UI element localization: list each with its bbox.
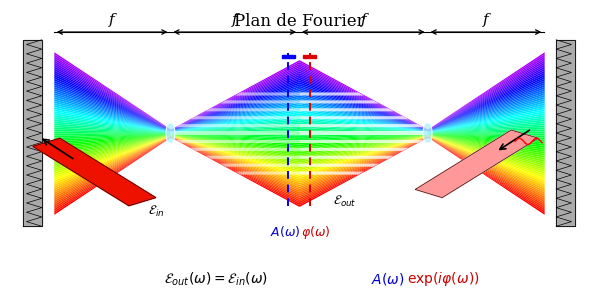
Text: $\mathcal{E}_{out}(\omega) = \mathcal{E}_{in}(\omega)$: $\mathcal{E}_{out}(\omega) = \mathcal{E}…	[164, 271, 269, 288]
Polygon shape	[556, 40, 575, 226]
Text: $\mathrm{exp}(i\varphi(\omega))$: $\mathrm{exp}(i\varphi(\omega))$	[407, 270, 479, 288]
Text: $\mathcal{E}_{in}$: $\mathcal{E}_{in}$	[148, 204, 165, 219]
Polygon shape	[423, 123, 432, 143]
Bar	[303, 54, 316, 58]
Text: f: f	[361, 13, 366, 27]
Text: $\varphi(\omega)$: $\varphi(\omega)$	[301, 224, 331, 241]
Polygon shape	[23, 40, 42, 226]
Text: $\mathcal{E}_{out}$: $\mathcal{E}_{out}$	[333, 194, 357, 209]
Polygon shape	[33, 138, 156, 206]
Text: f: f	[483, 13, 489, 27]
Text: $A(\omega)$: $A(\omega)$	[371, 272, 404, 287]
Text: Plan de Fourier: Plan de Fourier	[234, 13, 364, 30]
Text: f: f	[232, 13, 237, 27]
Text: f: f	[109, 13, 115, 27]
Bar	[282, 54, 295, 58]
Text: $A(\omega)$: $A(\omega)$	[270, 224, 300, 239]
Polygon shape	[415, 130, 538, 198]
Polygon shape	[166, 123, 175, 143]
